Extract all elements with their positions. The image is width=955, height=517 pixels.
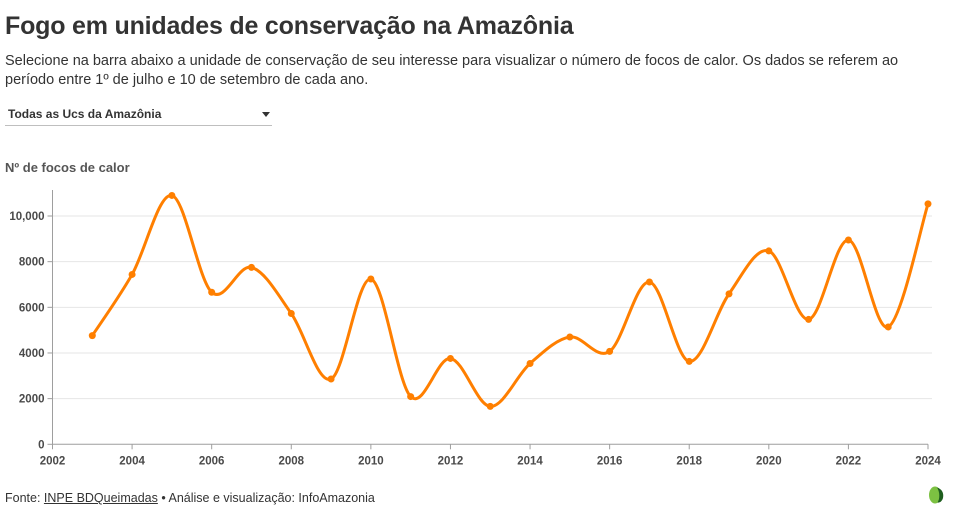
x-tick-label: 2016 <box>597 455 623 467</box>
y-tick-label: 10,000 <box>9 211 44 223</box>
y-tick-label: 8000 <box>19 257 45 269</box>
data-point-2008[interactable] <box>287 309 295 317</box>
data-point-2015[interactable] <box>566 333 574 341</box>
x-tick-label: 2006 <box>199 455 225 467</box>
data-point-2019[interactable] <box>725 290 733 298</box>
grid-lines <box>52 215 932 400</box>
series-layer <box>88 191 932 410</box>
caret-down-icon[interactable] <box>262 112 270 117</box>
x-tick-label: 2008 <box>278 455 304 467</box>
footer: Fonte: INPE BDQueimadas • Análise e visu… <box>5 491 375 505</box>
data-point-2005[interactable] <box>168 191 176 199</box>
footer-credit: Análise e visualização: InfoAmazonia <box>168 491 375 505</box>
data-point-2023[interactable] <box>884 323 892 331</box>
source-link[interactable]: INPE BDQueimadas <box>43 491 158 505</box>
x-tick-label: 2014 <box>517 455 543 467</box>
data-point-2006[interactable] <box>208 288 216 296</box>
data-point-2022[interactable] <box>844 236 852 244</box>
data-point-2024[interactable] <box>924 200 932 208</box>
x-tick-label: 2004 <box>119 455 145 467</box>
data-point-2017[interactable] <box>645 278 653 286</box>
x-tick-label: 2012 <box>438 455 464 467</box>
conservation-unit-dropdown[interactable]: Todas as Ucs da Amazônia <box>5 104 272 126</box>
x-tick-label: 2002 <box>40 455 66 467</box>
x-tick-label: 2022 <box>836 455 862 467</box>
y-tick-label: 2000 <box>19 394 45 406</box>
infoamazonia-leaf-logo-icon <box>929 486 944 504</box>
y-tick-label: 6000 <box>19 302 45 314</box>
data-point-2004[interactable] <box>128 270 136 278</box>
dropdown-selected-value: Todas as Ucs da Amazônia <box>8 107 162 121</box>
y-tick-label: 4000 <box>19 348 45 360</box>
data-point-2016[interactable] <box>606 347 614 355</box>
data-point-2012[interactable] <box>446 354 454 362</box>
data-point-2010[interactable] <box>367 275 375 283</box>
data-point-2021[interactable] <box>805 315 813 323</box>
data-point-2011[interactable] <box>407 393 415 401</box>
y-tick-label: 0 <box>38 439 44 451</box>
data-point-2013[interactable] <box>486 402 494 410</box>
axes: 0 2000 4000 6000 8000 10,000 2002 2004 2006 2008 2… <box>9 190 941 467</box>
data-point-2020[interactable] <box>765 247 773 255</box>
footer-prefix: Fonte: <box>5 491 44 505</box>
data-point-2003[interactable] <box>88 332 96 340</box>
x-tick-label: 2024 <box>915 455 941 467</box>
data-point-2009[interactable] <box>327 375 335 383</box>
data-point-2014[interactable] <box>526 359 534 367</box>
x-tick-label: 2018 <box>676 455 702 467</box>
x-tick-label: 2020 <box>756 455 782 467</box>
y-axis-label: Nº de focos de calor <box>5 160 130 175</box>
data-point-2018[interactable] <box>685 357 693 365</box>
footer-separator: • <box>157 491 169 505</box>
page-title: Fogo em unidades de conservação na Amazô… <box>5 12 574 40</box>
page-subtitle: Selecione na barra abaixo a unidade de c… <box>5 53 899 88</box>
x-tick-label: 2010 <box>358 455 384 467</box>
series-line <box>90 193 930 408</box>
data-point-2007[interactable] <box>247 263 255 271</box>
